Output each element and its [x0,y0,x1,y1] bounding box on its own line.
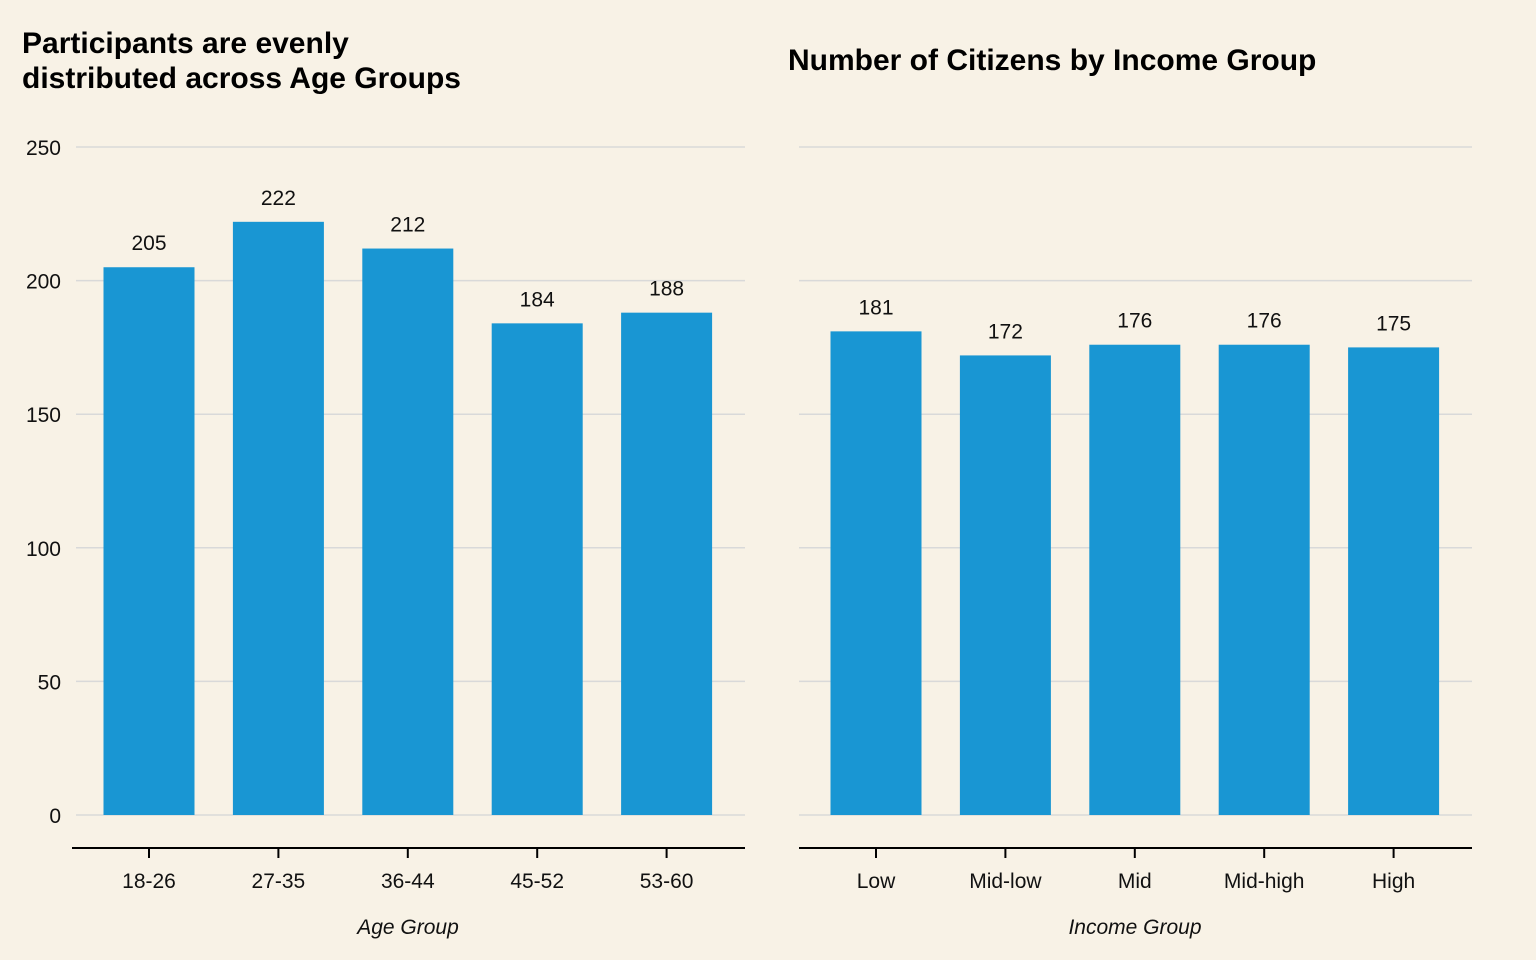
panel-income-group: Number of Citizens by Income Group 181 17… [788,44,1472,939]
data-label: 212 [390,214,425,237]
panel-age-x-axis-title: Age Group [355,916,459,939]
panel-age-y-ticks: 0 50 100 150 200 250 [26,137,61,828]
x-tick-label: 53-60 [640,870,694,893]
bar [1089,344,1181,815]
bar [959,355,1051,815]
bar [232,221,324,816]
data-label: 205 [131,232,166,255]
y-tick-label: 50 [38,671,61,694]
data-label: 188 [649,278,684,301]
x-tick-label: Mid [1118,870,1152,893]
x-tick-label: Mid-high [1224,870,1305,893]
bar [103,267,195,815]
data-label: 172 [988,320,1023,343]
panel-income-bars [830,331,1440,815]
x-tick-label: High [1372,870,1415,893]
x-tick-label: 36-44 [381,870,435,893]
panel-age-data-labels: 205 222 212 184 188 [131,187,684,312]
x-tick-label: 27-35 [252,870,306,893]
x-tick-label: 45-52 [510,870,564,893]
data-label: 181 [858,296,893,319]
bar [1218,344,1310,815]
panel-age-title-line-2: distributed across Age Groups [22,62,461,95]
panel-income-title: Number of Citizens by Income Group [788,44,1316,77]
data-label: 176 [1247,310,1282,333]
x-tick-label: Mid-low [969,870,1042,893]
data-label: 176 [1117,310,1152,333]
bar [491,323,583,815]
panel-age-group: Participants are evenly distributed acro… [22,27,745,939]
y-tick-label: 0 [49,805,61,828]
y-tick-label: 250 [26,137,61,160]
y-tick-label: 100 [26,538,61,561]
y-tick-label: 200 [26,271,61,294]
panel-income-x-ticks: Low Mid-low Mid Mid-high High [857,848,1415,893]
panel-age-bars [103,221,713,816]
x-tick-label: 18-26 [122,870,176,893]
data-label: 175 [1376,312,1411,335]
panel-age-title: Participants are evenly distributed acro… [22,27,461,95]
bar [1348,347,1440,815]
data-label: 222 [261,187,296,210]
bar [830,331,922,815]
bar [621,312,713,815]
panel-age-title-line-1: Participants are evenly [22,27,349,60]
panel-age-x-ticks: 18-26 27-35 36-44 45-52 53-60 [122,848,693,893]
panel-income-x-axis-title: Income Group [1068,916,1201,939]
x-tick-label: Low [857,870,896,893]
panel-income-data-labels: 181 172 176 176 175 [858,296,1411,343]
data-label: 184 [520,288,555,311]
y-tick-label: 150 [26,404,61,427]
bar [362,248,454,815]
